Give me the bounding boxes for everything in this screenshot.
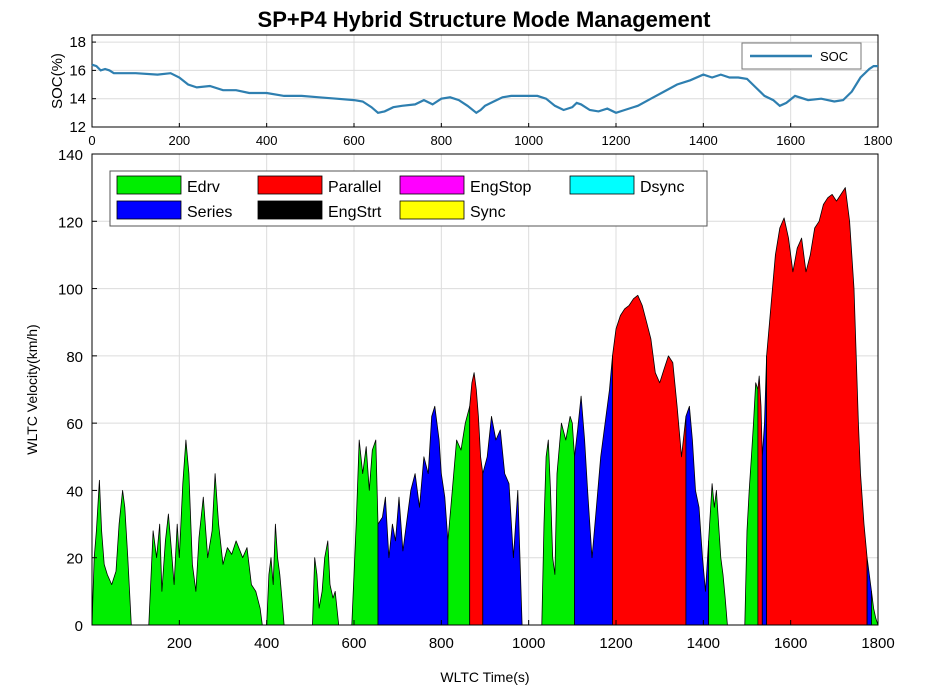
velocity-segment-series-5 (377, 405, 449, 626)
velocity-subplot: 200 400 600 800 1000 1200 1400 1600 1800 0 20 40 60 8… (24, 147, 895, 685)
velocity-ytick-label-5: 100 (58, 282, 83, 299)
soc-xtick-label-6: 1200 (602, 133, 631, 148)
velocity-xtick-label-2: 600 (341, 635, 366, 652)
velocity-ytick-label-1: 20 (66, 551, 83, 568)
velocity-segment-series-10 (574, 355, 613, 626)
soc-axes-box (91, 34, 879, 128)
velocity-xlabel: WLTC Time(s) (440, 669, 529, 685)
soc-ytick-label-3: 18 (69, 34, 86, 51)
soc-xtick-label-9: 1800 (864, 133, 893, 148)
velocity-ytick-label-0: 0 (75, 618, 83, 635)
velocity-axes-box (91, 153, 879, 626)
velocity-ytick-label-2: 40 (66, 483, 83, 500)
velocity-legend-label-engstop: EngStop (470, 179, 531, 196)
velocity-legend-swatch-engstrt (257, 200, 323, 220)
velocity-ytick-label-7: 140 (58, 147, 83, 164)
soc-legend: SOC (741, 42, 862, 70)
velocity-xtick-label-7: 1600 (774, 635, 807, 652)
soc-ylabel: SOC(%) (49, 53, 66, 109)
velocity-legend-label-parallel: Parallel (328, 179, 381, 196)
velocity-legend-swatch-parallel (257, 175, 323, 195)
velocity-segment-edrv-9 (541, 416, 575, 626)
velocity-xtick-label-6: 1400 (687, 635, 720, 652)
soc-xtick-label-2: 400 (256, 133, 278, 148)
velocity-xtick-label-1: 400 (254, 635, 279, 652)
velocity-ytick-label-6: 120 (58, 214, 83, 231)
figure-title: SP+P4 Hybrid Structure Mode Management (258, 7, 712, 32)
velocity-legend-label-series: Series (187, 204, 232, 221)
soc-xtick-label-7: 1400 (689, 133, 718, 148)
soc-legend-label: SOC (820, 49, 848, 64)
velocity-segment-edrv-1 (148, 439, 263, 626)
velocity-xtick-label-0: 200 (167, 635, 192, 652)
velocity-xtick-label-5: 1200 (599, 635, 632, 652)
soc-ytick-label-1: 14 (69, 91, 86, 108)
velocity-legend-label-edrv: Edrv (187, 179, 220, 196)
velocity-xtick-label-3: 800 (429, 635, 454, 652)
soc-xtick-label-1: 200 (168, 133, 190, 148)
velocity-ytick-label-4: 80 (66, 349, 83, 366)
soc-series-line (91, 63, 878, 115)
velocity-legend-swatch-sync (399, 200, 465, 220)
velocity-ylabel: WLTC Velocity(km/h) (24, 324, 40, 454)
soc-xtick-label-8: 1600 (776, 133, 805, 148)
velocity-ytick-label-3: 60 (66, 416, 83, 433)
soc-subplot: 0 200 400 600 800 1000 1200 1400 1600 1800 12 14 16 1… (49, 34, 892, 148)
velocity-legend-label-sync: Sync (470, 204, 506, 221)
velocity-segment-series-8 (482, 416, 523, 626)
velocity-segment-edrv-0 (91, 479, 132, 626)
velocity-legend-swatch-engstop (399, 175, 465, 195)
velocity-legend-label-engstrt: EngStrt (328, 204, 382, 221)
velocity-legend-swatch-dsync (569, 175, 635, 195)
velocity-segment-parallel-17 (766, 187, 868, 626)
soc-xtick-label-5: 1000 (514, 133, 543, 148)
velocity-segment-edrv-3 (312, 540, 340, 626)
velocity-segment-edrv-13 (708, 483, 728, 626)
velocity-xtick-label-8: 1800 (861, 635, 894, 652)
soc-xtick-label-0: 0 (88, 133, 95, 148)
velocity-legend-label-dsync: Dsync (640, 179, 684, 196)
velocity-segment-edrv-2 (266, 523, 285, 626)
velocity-legend-swatch-series (116, 200, 182, 220)
soc-xtick-label-3: 600 (343, 133, 365, 148)
soc-ytick-label-2: 16 (69, 62, 86, 79)
soc-xtick-label-4: 800 (430, 133, 452, 148)
velocity-xtick-label-4: 1000 (512, 635, 545, 652)
velocity-legend-swatch-edrv (116, 175, 182, 195)
velocity-legend: Edrv Series Parallel EngStrt EngStop Sync Dsyn… (109, 170, 708, 227)
soc-ytick-label-0: 12 (69, 119, 86, 136)
velocity-segment-parallel-11 (612, 294, 687, 626)
